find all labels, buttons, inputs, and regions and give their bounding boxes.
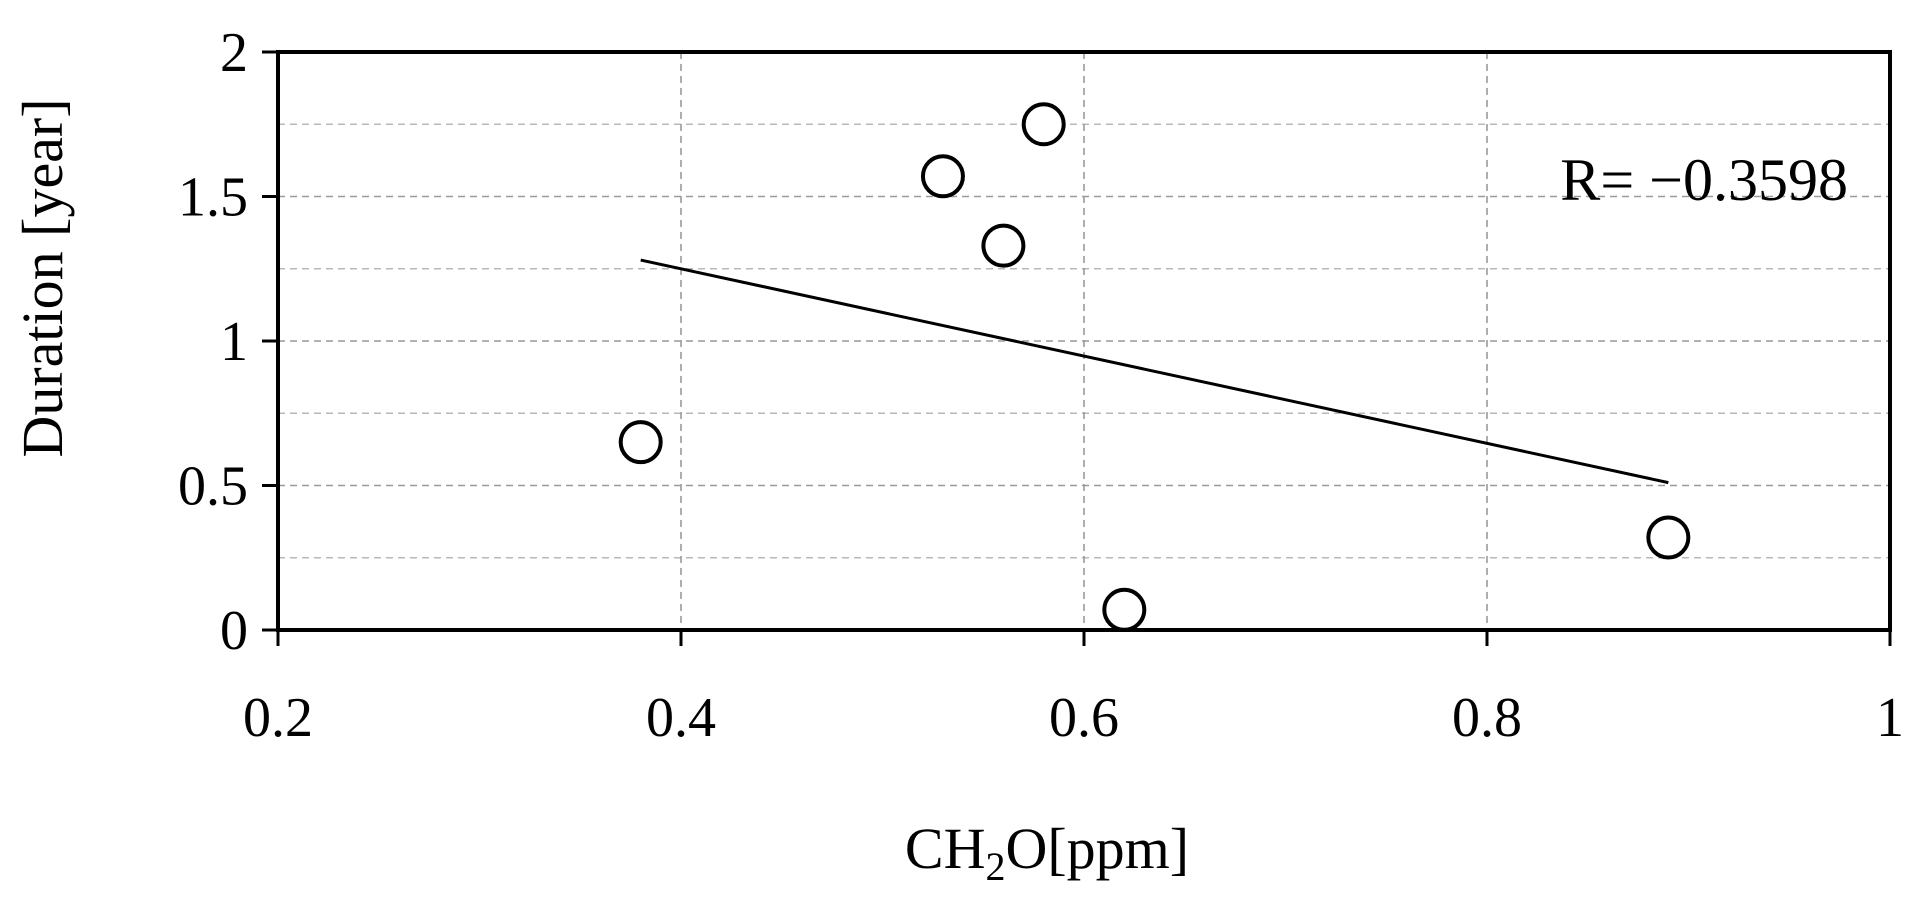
y-axis-title: Duration [year] bbox=[10, 98, 75, 457]
x-tick-label-1: 0.4 bbox=[646, 687, 716, 749]
x-tick-label-3: 0.8 bbox=[1452, 687, 1522, 749]
y-tick-label-2: 1 bbox=[220, 311, 248, 373]
data-point-0-3 bbox=[1021, 102, 1066, 147]
y-tick-label-1: 0.5 bbox=[178, 456, 248, 518]
data-point-0-2 bbox=[981, 223, 1026, 268]
data-point-0-5 bbox=[1646, 515, 1691, 560]
trendline-group bbox=[640, 258, 1669, 485]
x-axis-title: CH2O[ppm] bbox=[905, 816, 1189, 889]
axis-ticks bbox=[262, 50, 1892, 646]
x-axis-title-suffix: O[ppm] bbox=[1005, 816, 1189, 881]
y-tick-label-3: 1.5 bbox=[178, 167, 248, 229]
y-tick-label-0: 0 bbox=[220, 600, 248, 662]
y-tick-label-4: 2 bbox=[220, 22, 248, 84]
tick-labels: 0 0.5 1 1.5 2 0.2 0.4 0.6 0.8 1 bbox=[178, 22, 1904, 749]
data-point-0-4 bbox=[1102, 587, 1147, 632]
x-axis-title-prefix: CH bbox=[905, 816, 986, 881]
x-tick-label-4: 1 bbox=[1876, 687, 1904, 749]
data-points bbox=[618, 102, 1691, 632]
data-point-0-1 bbox=[920, 154, 965, 199]
x-tick-label-2: 0.6 bbox=[1049, 687, 1119, 749]
grid bbox=[278, 52, 1890, 630]
x-axis-title-subscript: 2 bbox=[985, 844, 1005, 889]
correlation-annotation: R= −0.3598 bbox=[1560, 147, 1848, 213]
trendline bbox=[640, 258, 1669, 485]
data-point-0-0 bbox=[618, 420, 663, 465]
x-tick-label-0: 0.2 bbox=[243, 687, 313, 749]
